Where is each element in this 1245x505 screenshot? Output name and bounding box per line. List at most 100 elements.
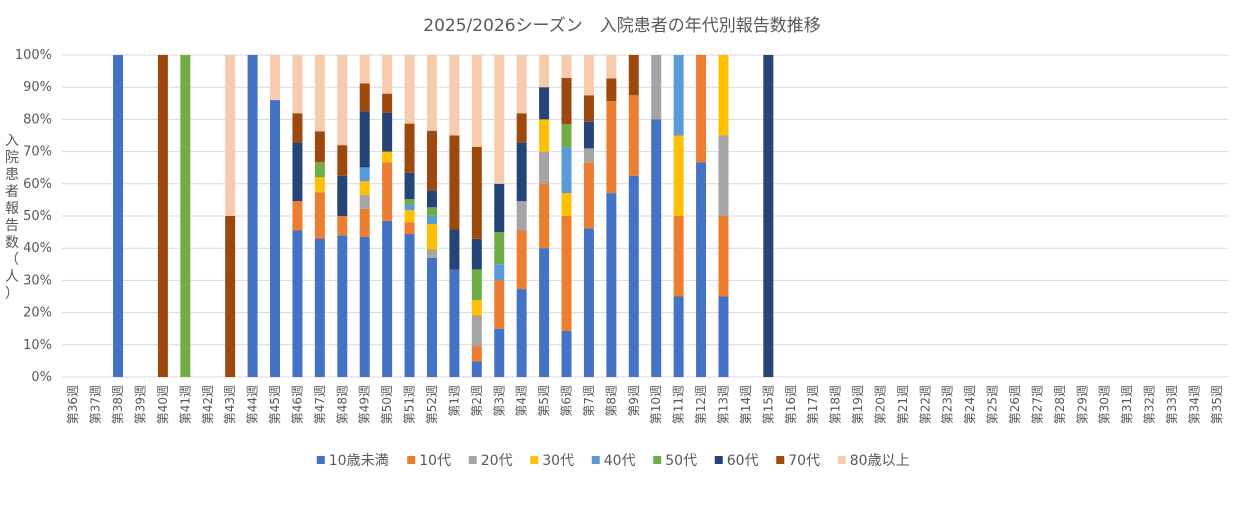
bar-segment <box>471 146 482 239</box>
bar-segment <box>225 216 236 377</box>
x-tick-label: 第49週 <box>358 385 372 424</box>
bar-segment <box>382 162 393 221</box>
bar-segment <box>359 236 370 377</box>
y-axis-label-char: 者 <box>5 184 19 200</box>
bar-segment <box>382 55 393 94</box>
bar-segment <box>314 55 325 132</box>
bar-segment <box>404 234 415 377</box>
bar-segment <box>561 147 572 194</box>
bar-segment <box>673 135 684 216</box>
bar-segment <box>180 55 191 377</box>
bar-segment <box>583 162 594 229</box>
x-tick-label: 第31週 <box>1120 385 1134 424</box>
bar-segment <box>292 201 303 231</box>
bar-segment <box>471 300 482 316</box>
bar-segment <box>292 142 303 202</box>
x-tick-label: 第23週 <box>941 385 955 424</box>
x-tick-label: 第3週 <box>492 385 506 417</box>
bar-segment <box>673 55 684 136</box>
bar-segment <box>606 193 617 377</box>
bar-segment <box>516 113 527 143</box>
bar-segment <box>449 229 460 270</box>
bar-segment <box>539 248 550 377</box>
bar-segment <box>314 177 325 193</box>
y-tick-label: 70% <box>23 145 52 160</box>
bar-segment <box>561 55 572 78</box>
bar-segment <box>494 183 505 233</box>
bar-segment <box>696 162 707 377</box>
bar-segment <box>539 151 550 184</box>
y-axis-label-char: 入 <box>5 133 19 149</box>
y-tick-label: 30% <box>23 273 52 288</box>
bar-segment <box>359 208 370 237</box>
bar-segment <box>471 238 482 270</box>
bar-segment <box>539 55 550 88</box>
bar-segment <box>561 77 572 125</box>
chart-title: 2025/2026シーズン 入院患者の年代別報告数推移 <box>423 16 820 36</box>
legend-label: 20代 <box>481 453 513 469</box>
bar-segment <box>583 55 594 96</box>
bar-segment <box>628 55 639 96</box>
legend-swatch <box>316 456 325 464</box>
bar-segment <box>606 55 617 79</box>
x-tick-label: 第45週 <box>268 385 282 424</box>
bar-segment <box>763 55 774 377</box>
x-tick-label: 第24週 <box>963 385 977 424</box>
y-axis-label-char: ） <box>5 286 19 302</box>
bar-segment <box>247 55 258 377</box>
x-tick-label: 第28週 <box>1053 385 1067 424</box>
bar-segment <box>583 95 594 122</box>
x-tick-label: 第29週 <box>1075 385 1089 424</box>
bar-segment <box>449 135 460 230</box>
x-tick-label: 第46週 <box>290 385 304 424</box>
bar-segment <box>426 257 437 377</box>
bar-segment <box>696 55 707 163</box>
bar-segment <box>292 113 303 143</box>
bar-segment <box>718 55 729 136</box>
bar-segment <box>561 124 572 148</box>
bar-segment <box>337 235 348 377</box>
bar-segment <box>516 289 527 377</box>
bar-segment <box>494 280 505 329</box>
bar-segment <box>404 123 415 173</box>
x-tick-label: 第43週 <box>223 385 237 424</box>
x-tick-label: 第27週 <box>1030 385 1044 424</box>
bar-segment <box>426 215 437 225</box>
bar-segment <box>426 207 437 216</box>
bar-segment <box>314 162 325 178</box>
legend: 10歳未満 10代 20代 30代 40代 50代 60代 70代 80歳以上 <box>316 453 910 469</box>
legend-swatch <box>530 456 539 464</box>
bar-series <box>113 55 774 378</box>
bar-segment <box>494 55 505 184</box>
x-tick-label: 第14週 <box>739 385 753 424</box>
bar-segment <box>651 119 662 378</box>
bar-segment <box>539 119 550 152</box>
x-tick-label: 第19週 <box>851 385 865 424</box>
y-axis-label-char: 告 <box>5 218 19 234</box>
bar-segment <box>337 175 348 216</box>
x-tick-label: 第6週 <box>560 385 574 417</box>
bar-segment <box>426 55 437 131</box>
x-tick-label: 第16週 <box>784 385 798 424</box>
bar-segment <box>113 55 124 377</box>
bar-segment <box>382 112 393 152</box>
x-tick-label: 第5週 <box>537 385 551 417</box>
bar-segment <box>673 216 684 297</box>
x-tick-label: 第9週 <box>627 385 641 417</box>
bar-segment <box>583 148 594 163</box>
x-tick-label: 第40週 <box>156 385 170 424</box>
bar-segment <box>494 264 505 281</box>
bar-segment <box>337 145 348 176</box>
y-axis-label-char: 患 <box>5 167 19 183</box>
bar-segment <box>651 55 662 120</box>
bar-segment <box>292 55 303 114</box>
legend-swatch <box>407 456 416 464</box>
x-tick-label: 第48週 <box>335 385 349 424</box>
legend-label: 40代 <box>604 453 636 469</box>
legend-label: 50代 <box>665 453 697 469</box>
x-tick-label: 第52週 <box>425 385 439 424</box>
bar-segment <box>449 55 460 136</box>
legend-swatch <box>591 456 600 464</box>
gridlines <box>62 54 1228 378</box>
